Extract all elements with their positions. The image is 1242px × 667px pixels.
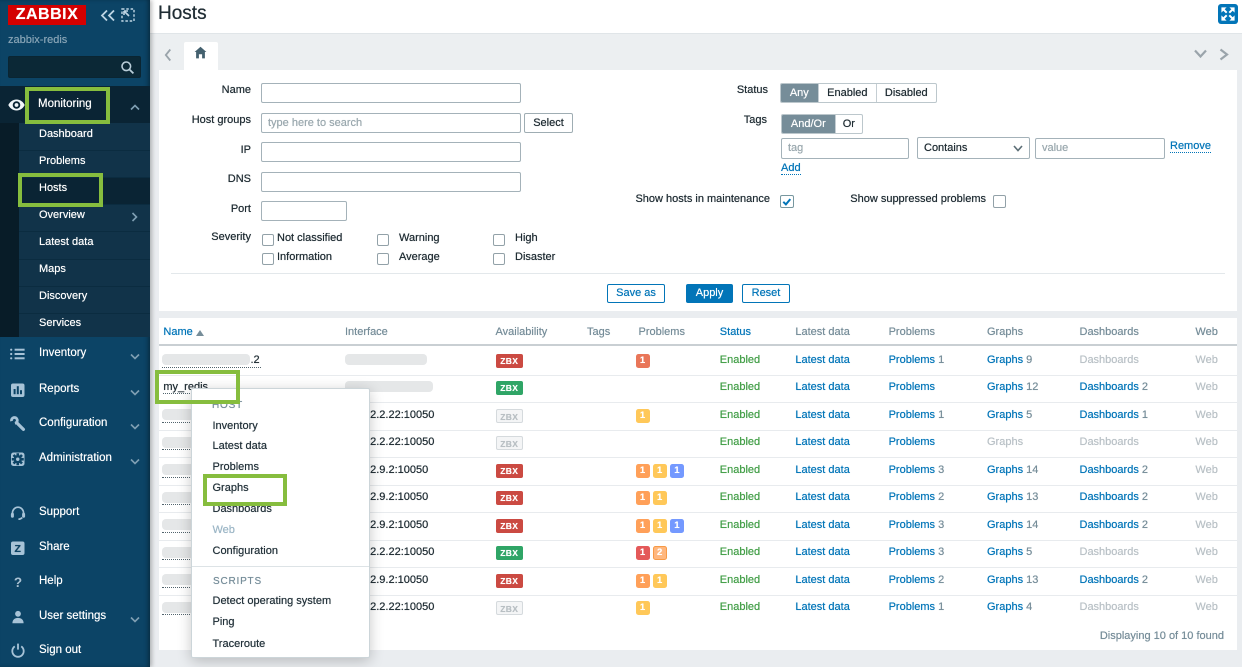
- svg-text:?: ?: [14, 575, 22, 590]
- svg-text:Z: Z: [15, 543, 22, 555]
